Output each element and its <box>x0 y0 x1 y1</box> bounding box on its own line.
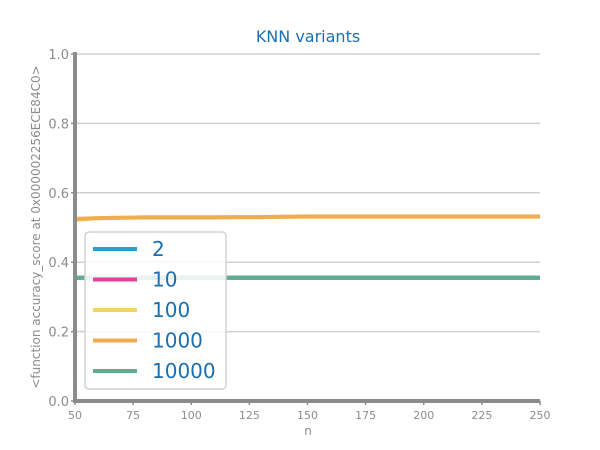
legend-frame <box>84 231 227 390</box>
x-tick-label: 225 <box>471 409 492 422</box>
x-tick-labels: 50 75 100 125 150 175 200 225 250 <box>68 409 551 422</box>
legend-label-10: 10 <box>152 268 177 292</box>
x-tick-label: 200 <box>413 409 434 422</box>
series-line-1000 <box>74 214 540 221</box>
x-tick-label: 125 <box>239 409 260 422</box>
y-axis-label: <function accuracy_score at 0x000002256E… <box>29 65 43 388</box>
y-tick-label: 0.0 <box>48 395 69 410</box>
legend-label-100: 100 <box>152 298 190 322</box>
legend-label-2: 2 <box>152 237 165 261</box>
legend-items: 2 10 100 1000 10000 <box>93 237 216 383</box>
axes-layer <box>71 52 541 405</box>
y-tick-label: 0.4 <box>48 256 69 271</box>
legend-label-10000: 10000 <box>152 359 216 383</box>
x-tick-label: 175 <box>355 409 376 422</box>
y-tick-labels: 0.0 0.2 0.4 0.6 0.8 1.0 <box>48 48 69 410</box>
y-tick-label: 0.2 <box>48 326 69 341</box>
x-tick-label: 100 <box>181 409 202 422</box>
x-axis-label: n <box>304 424 312 438</box>
x-tick-label: 50 <box>68 409 82 422</box>
y-tick-label: 0.6 <box>48 187 69 202</box>
x-tick-label: 150 <box>297 409 318 422</box>
legend: 2 10 100 1000 10000 <box>84 231 227 390</box>
x-tick-label: 250 <box>530 409 551 422</box>
y-tick-label: 1.0 <box>48 48 69 63</box>
legend-label-1000: 1000 <box>152 329 203 353</box>
y-tick-label: 0.8 <box>48 117 69 132</box>
x-tick-label: 75 <box>126 409 140 422</box>
chart-title: KNN variants <box>256 27 360 46</box>
